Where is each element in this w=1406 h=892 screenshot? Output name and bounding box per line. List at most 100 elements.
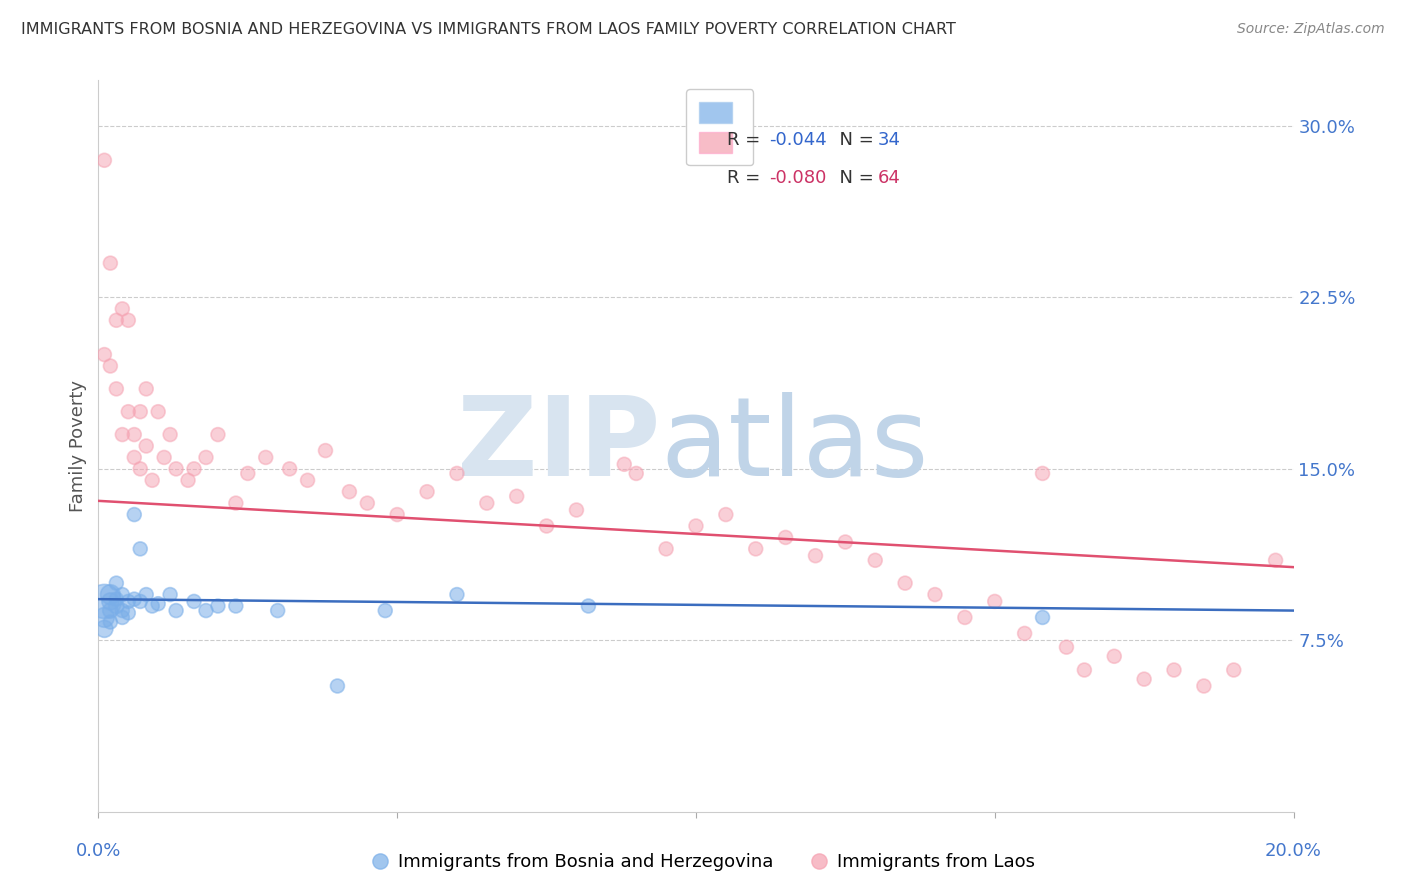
Text: 34: 34 — [877, 131, 900, 149]
Point — [93, 347, 115, 362]
Point — [117, 405, 139, 419]
Point — [267, 604, 290, 618]
Point — [315, 443, 337, 458]
Text: R =: R = — [727, 169, 766, 187]
Point — [105, 592, 128, 607]
Point — [148, 405, 170, 419]
Point — [129, 541, 152, 556]
Point — [98, 604, 122, 618]
Point — [385, 508, 409, 522]
Point — [1104, 649, 1126, 664]
Point — [111, 610, 134, 624]
Legend: , : , — [686, 89, 754, 165]
Point — [1223, 663, 1246, 677]
Text: 20.0%: 20.0% — [1265, 842, 1322, 860]
Point — [165, 462, 187, 476]
Point — [578, 599, 600, 613]
Point — [506, 489, 529, 503]
Point — [1014, 626, 1036, 640]
Point — [1264, 553, 1286, 567]
Point — [159, 427, 181, 442]
Point — [111, 588, 134, 602]
Point — [745, 541, 768, 556]
Point — [98, 615, 122, 629]
Point — [1056, 640, 1078, 655]
Point — [124, 450, 146, 465]
Text: 0.0%: 0.0% — [76, 842, 121, 860]
Point — [326, 679, 349, 693]
Text: Source: ZipAtlas.com: Source: ZipAtlas.com — [1237, 22, 1385, 37]
Point — [953, 610, 976, 624]
Point — [775, 530, 797, 544]
Point — [714, 508, 737, 522]
Point — [1133, 672, 1156, 686]
Point — [165, 604, 187, 618]
Point — [148, 597, 170, 611]
Text: IMMIGRANTS FROM BOSNIA AND HERZEGOVINA VS IMMIGRANTS FROM LAOS FAMILY POVERTY CO: IMMIGRANTS FROM BOSNIA AND HERZEGOVINA V… — [21, 22, 956, 37]
Y-axis label: Family Poverty: Family Poverty — [69, 380, 87, 512]
Text: N =: N = — [828, 131, 880, 149]
Text: -0.044: -0.044 — [769, 131, 827, 149]
Point — [183, 462, 205, 476]
Point — [685, 519, 707, 533]
Point — [356, 496, 378, 510]
Point — [117, 606, 139, 620]
Point — [124, 508, 146, 522]
Point — [93, 594, 115, 608]
Point — [834, 535, 856, 549]
Point — [225, 599, 247, 613]
Point — [105, 382, 128, 396]
Point — [894, 576, 917, 591]
Point — [93, 610, 115, 624]
Point — [1032, 610, 1054, 624]
Point — [98, 594, 122, 608]
Point — [135, 588, 157, 602]
Point — [93, 622, 115, 636]
Point — [339, 484, 361, 499]
Point — [446, 588, 468, 602]
Text: atlas: atlas — [661, 392, 928, 500]
Point — [1073, 663, 1095, 677]
Point — [111, 427, 134, 442]
Point — [278, 462, 301, 476]
Point — [105, 599, 128, 613]
Point — [177, 473, 200, 487]
Point — [207, 599, 229, 613]
Point — [416, 484, 439, 499]
Point — [236, 467, 259, 481]
Point — [98, 256, 122, 270]
Point — [159, 588, 181, 602]
Point — [129, 462, 152, 476]
Point — [1032, 467, 1054, 481]
Point — [129, 405, 152, 419]
Point — [225, 496, 247, 510]
Point — [129, 594, 152, 608]
Point — [1163, 663, 1185, 677]
Point — [613, 458, 636, 472]
Point — [135, 382, 157, 396]
Point — [153, 450, 176, 465]
Legend: Immigrants from Bosnia and Herzegovina, Immigrants from Laos: Immigrants from Bosnia and Herzegovina, … — [364, 847, 1042, 879]
Point — [475, 496, 498, 510]
Point — [111, 301, 134, 316]
Point — [117, 594, 139, 608]
Point — [98, 588, 122, 602]
Point — [111, 604, 134, 618]
Point — [374, 604, 396, 618]
Text: N =: N = — [828, 169, 880, 187]
Point — [254, 450, 277, 465]
Point — [1192, 679, 1215, 693]
Point — [135, 439, 157, 453]
Point — [195, 604, 218, 618]
Point — [655, 541, 678, 556]
Point — [105, 576, 128, 591]
Point — [124, 427, 146, 442]
Point — [124, 592, 146, 607]
Point — [297, 473, 319, 487]
Point — [207, 427, 229, 442]
Point — [446, 467, 468, 481]
Point — [195, 450, 218, 465]
Point — [117, 313, 139, 327]
Point — [141, 473, 163, 487]
Point — [93, 153, 115, 168]
